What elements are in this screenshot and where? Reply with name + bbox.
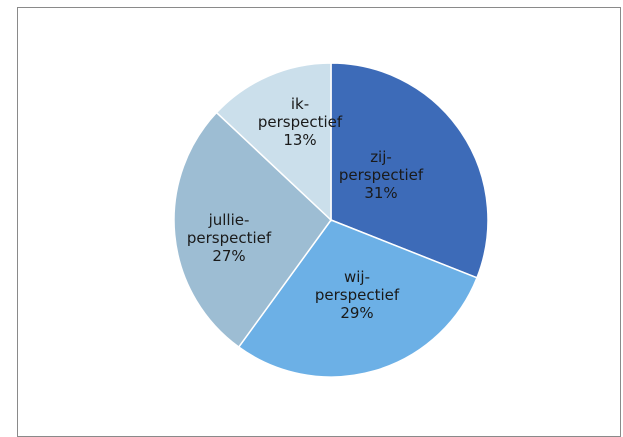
slice-label-line: zij- — [370, 148, 392, 166]
pie-slice-zij — [330, 62, 489, 279]
slice-percent: 31% — [364, 184, 397, 202]
pie-slice-ik — [215, 62, 332, 222]
slice-label-line: wij- — [344, 268, 370, 286]
slice-label-ik: ik-perspectief 13% — [258, 95, 343, 149]
slice-label-wij: wij-perspectief 29% — [315, 268, 400, 322]
slice-label-line: perspectief — [258, 113, 343, 131]
slice-label-line: jullie- — [208, 211, 250, 229]
pie-chart: zij-perspectief 31%wij-perspectief 29%jull… — [173, 62, 489, 378]
slice-label-zij: zij-perspectief 31% — [339, 148, 424, 202]
slice-percent: 13% — [283, 131, 316, 149]
slice-label-jullie: jullie-perspectief 27% — [187, 211, 272, 265]
pie-slice-wij — [237, 219, 478, 378]
slice-label-line: ik- — [291, 95, 309, 113]
slice-label-line: perspectief — [315, 286, 400, 304]
slice-percent: 29% — [340, 304, 373, 322]
pie-slice-jullie — [173, 111, 332, 349]
slice-label-line: perspectief — [187, 229, 272, 247]
slice-label-line: perspectief — [339, 166, 424, 184]
slice-percent: 27% — [212, 247, 245, 265]
